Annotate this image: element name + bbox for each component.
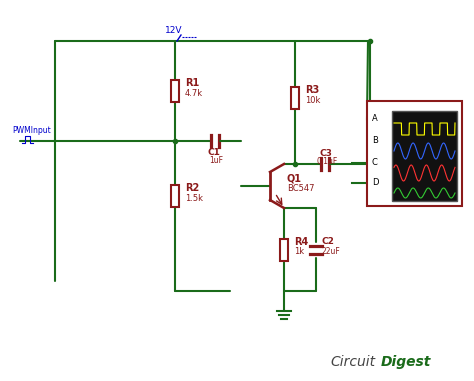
Bar [367,101,462,206]
Bar [171,80,179,102]
Text: B: B [372,136,378,145]
Bar [291,86,299,109]
Text: BC547: BC547 [287,184,315,193]
Text: C: C [372,158,378,167]
Text: R3: R3 [305,85,319,94]
Text: PWMInput: PWMInput [12,126,51,135]
Text: 4.7k: 4.7k [185,89,203,98]
Text: 1.5k: 1.5k [185,194,203,203]
Bar [280,239,288,261]
Text: 22uF: 22uF [322,247,341,256]
Text: Digest: Digest [381,355,431,369]
Text: D: D [372,178,379,187]
Text: C2: C2 [322,237,335,245]
Text: Circuit: Circuit [330,355,375,369]
Text: 10k: 10k [305,96,320,104]
Text: A: A [372,114,378,123]
Text: R2: R2 [185,183,199,193]
Text: Q1: Q1 [287,173,302,183]
Text: 12V: 12V [165,26,182,35]
Text: C1: C1 [207,148,220,157]
Text: C3: C3 [320,149,333,158]
Text: 1uF: 1uF [209,156,223,165]
Text: R1: R1 [185,78,199,88]
Bar [171,185,179,207]
Text: 0.1uF: 0.1uF [317,157,338,166]
Text: 1k: 1k [294,248,304,256]
Bar [392,111,457,201]
Text: R4: R4 [294,237,308,247]
